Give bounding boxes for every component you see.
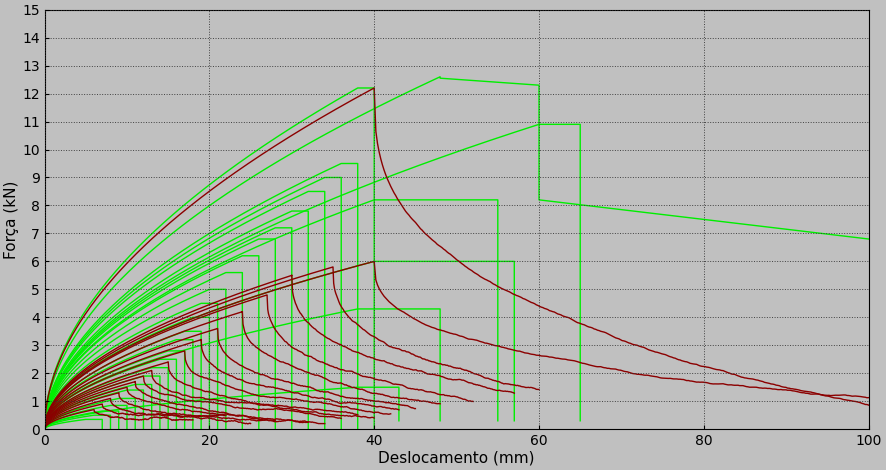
Y-axis label: Força (kN): Força (kN) (4, 180, 19, 258)
X-axis label: Deslocamento (mm): Deslocamento (mm) (378, 451, 535, 466)
